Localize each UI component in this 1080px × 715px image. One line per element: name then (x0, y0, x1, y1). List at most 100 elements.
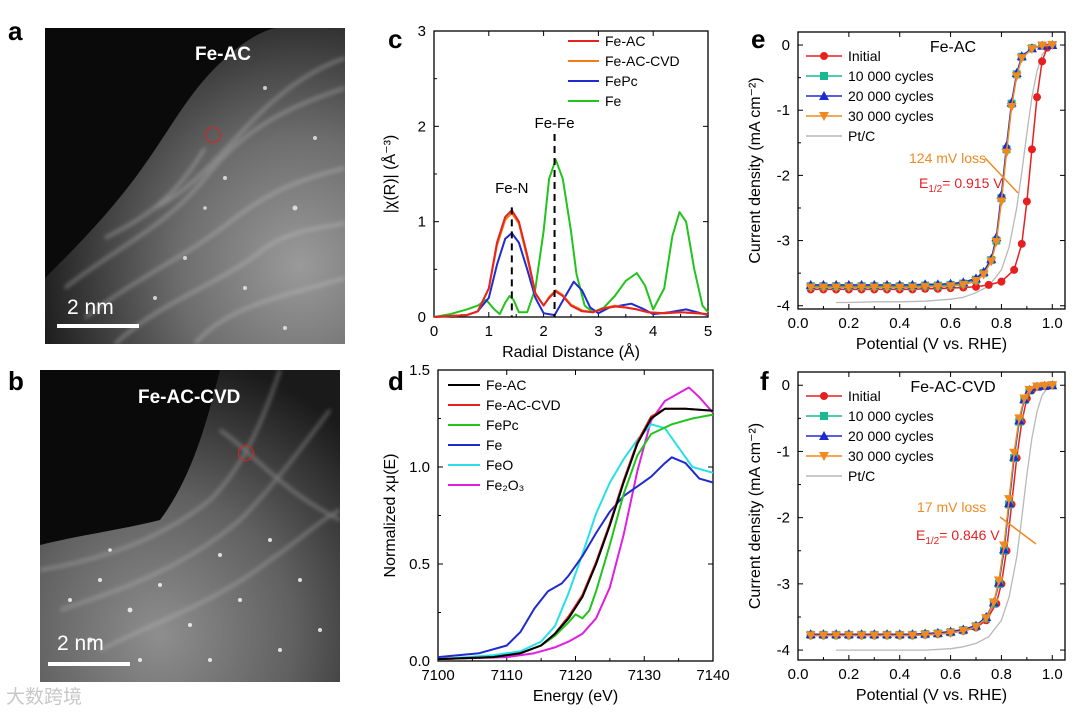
series-marker-0 (997, 277, 1006, 286)
scale-bar-a (57, 324, 139, 328)
x-tick-label: 0.2 (838, 315, 859, 332)
y-tick-label: -1 (777, 102, 790, 119)
series-marker-3 (958, 280, 969, 290)
series-marker-0 (1027, 145, 1036, 154)
series-marker-3 (869, 631, 880, 641)
series-marker-0 (972, 282, 980, 291)
series-line-1 (437, 407, 714, 661)
legend-label: FePc (605, 73, 638, 89)
panel-label-a: a (8, 16, 23, 46)
x-tick-label: 1.0 (1042, 315, 1063, 332)
single-atom-marker-b (238, 445, 254, 461)
series-marker-3 (945, 628, 956, 638)
series-marker-3 (1024, 385, 1035, 395)
y-tick-label: 1.5 (409, 362, 430, 379)
series-line-4 (437, 423, 714, 661)
y-tick-label: -4 (777, 642, 790, 659)
x-axis-label: Energy (eV) (533, 688, 618, 705)
series-marker-3 (986, 257, 997, 267)
y-tick-label: 1.0 (409, 459, 430, 476)
half-wave-annotation: E1/2= 0.846 V (916, 527, 1000, 547)
x-tick-label: 0.8 (991, 666, 1012, 683)
series-marker-3 (971, 276, 981, 286)
scale-label-b: 2 nm (57, 632, 104, 655)
stem-image-a: Fe-AC 2 nm (45, 28, 345, 344)
series-marker-3 (805, 631, 816, 641)
panel-label-f: f (760, 366, 769, 396)
chart-title: Fe-AC-CVD (910, 379, 995, 396)
legend-marker (820, 412, 828, 420)
x-axis-label: Radial Distance (Å) (502, 342, 640, 361)
legend-label: 10 000 cycles (848, 408, 934, 424)
x-tick-label: 0 (430, 323, 438, 340)
x-tick-label: 7120 (559, 667, 592, 684)
series-marker-3 (932, 282, 943, 292)
series-line-5 (437, 386, 714, 661)
series-marker-3 (1032, 382, 1043, 392)
legend-label: Fe-AC-CVD (486, 397, 561, 413)
legend-marker (820, 72, 828, 80)
legend-label: 30 000 cycles (848, 108, 934, 124)
series-marker-3 (920, 630, 931, 640)
series-line-4 (836, 384, 1053, 651)
y-tick-label: -3 (777, 233, 790, 250)
series-marker-3 (1009, 448, 1020, 458)
series-marker-3 (818, 631, 829, 641)
series-marker-3 (958, 626, 969, 636)
chart-d-xanes: 7100 7110 7120 7130 7140 0.0 0.5 1.0 1.5 Energy (… (382, 362, 730, 705)
x-tick-label: 7100 (421, 667, 454, 684)
series-line-3 (437, 456, 714, 659)
series-marker-3 (991, 237, 1002, 247)
y-axis-label: |χ(R)| (Å⁻³) (380, 135, 399, 213)
x-tick-label: 0.0 (788, 666, 809, 683)
legend-label: 30 000 cycles (848, 448, 934, 464)
series-marker-3 (1047, 381, 1058, 391)
legend-marker (819, 112, 829, 121)
panel-label-e: e (751, 24, 766, 54)
y-tick-label: 0 (782, 377, 790, 394)
series-marker-3 (869, 283, 880, 293)
x-tick-label: 1.0 (1042, 666, 1063, 683)
loss-indicator-line (984, 157, 1019, 194)
series-marker-3 (882, 283, 892, 293)
x-tick-label: 0.4 (889, 666, 910, 683)
series-marker-3 (907, 283, 918, 293)
legend-marker (820, 392, 828, 400)
series-marker-3 (920, 282, 931, 292)
series-marker-3 (996, 197, 1007, 207)
series-marker-3 (1019, 394, 1030, 404)
watermark: 大数跨境 (6, 686, 83, 708)
series-marker-3 (1047, 41, 1058, 51)
series-marker-3 (1006, 102, 1017, 112)
series-marker-3 (831, 283, 842, 293)
series-marker-3 (1001, 148, 1012, 158)
loss-annotation: 17 mV loss (917, 499, 986, 515)
x-tick-label: 0.6 (940, 315, 961, 332)
legend-label: Fe-AC-CVD (605, 53, 680, 69)
y-tick-label: 1 (418, 214, 426, 231)
series-line-4 (836, 44, 1053, 304)
series-marker-3 (988, 598, 999, 608)
series-marker-0 (1010, 265, 1019, 274)
series-marker-3 (1011, 72, 1022, 82)
series-line-0 (437, 407, 714, 661)
legend-marker (820, 52, 828, 60)
series-line-0 (433, 209, 709, 318)
series-marker-3 (981, 614, 992, 624)
series-marker-0 (1017, 239, 1026, 248)
series-marker-3 (843, 283, 854, 293)
legend-label: 20 000 cycles (848, 428, 934, 444)
x-tick-label: 1 (485, 323, 493, 340)
series-marker-3 (907, 631, 918, 641)
series-marker-3 (843, 631, 854, 641)
fe-n-label: Fe-N (495, 180, 528, 197)
y-axis-label: Current density (mA cm⁻²) (747, 423, 764, 609)
x-tick-label: 0.0 (788, 315, 809, 332)
x-axis-label: Potential (V vs. RHE) (856, 687, 1007, 704)
legend-label: Fe-AC (605, 33, 645, 49)
stem-image-b: Fe-AC-CVD 2 nm (40, 370, 340, 682)
x-tick-label: 0.4 (889, 315, 910, 332)
series-marker-3 (856, 283, 867, 293)
series-marker-0 (984, 280, 993, 289)
legend-marker (819, 431, 829, 440)
